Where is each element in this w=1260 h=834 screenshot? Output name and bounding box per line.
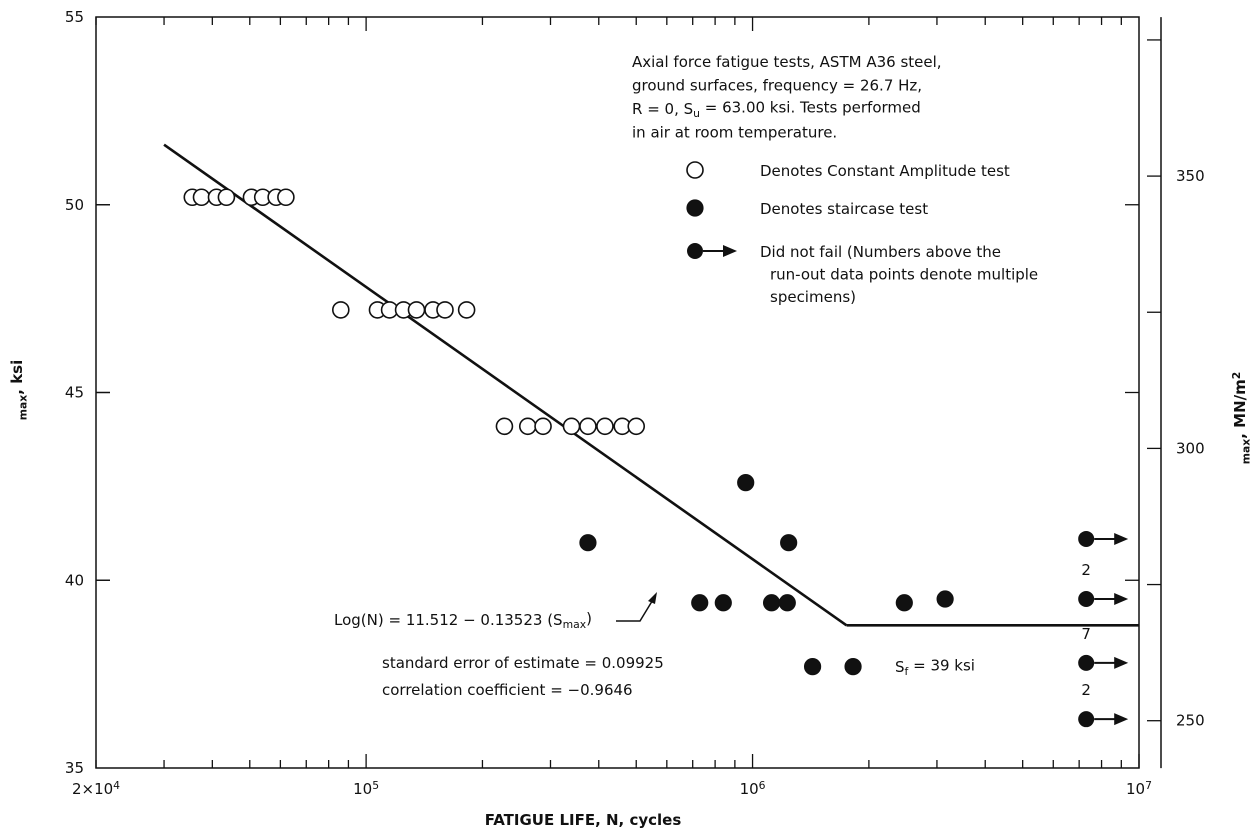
data-points: 2 7 2 xyxy=(183,188,1129,728)
legend-label: run-out data points denote multiple xyxy=(770,266,1038,284)
x-tick-label: 2×104 xyxy=(72,779,120,798)
note-line: in air at room temperature. xyxy=(632,124,837,142)
staircase-point xyxy=(737,474,755,492)
staircase-point xyxy=(762,594,781,612)
constant-amplitude-point xyxy=(596,417,614,436)
note-line: R = 0, Su = 63.00 ksi. Tests performed xyxy=(632,99,921,121)
constant-amplitude-point xyxy=(331,301,350,319)
runout-point xyxy=(1078,530,1129,547)
constant-amplitude-point xyxy=(495,417,514,436)
staircase-point xyxy=(895,594,913,612)
staircase-point xyxy=(714,594,732,612)
legend-open-circle-marker xyxy=(686,161,704,179)
runout-marker xyxy=(1078,711,1095,728)
runout-specimen-count: 2 xyxy=(1081,681,1091,699)
fit-line xyxy=(163,143,1139,627)
note-line: ground surfaces, frequency = 26.7 Hz, xyxy=(632,77,922,95)
test-conditions-note: Axial force fatigue tests, ASTM A36 stee… xyxy=(632,53,942,142)
constant-amplitude-point xyxy=(277,188,295,207)
right-axis: 250 300 350 xyxy=(1147,17,1205,769)
runout-arrowhead xyxy=(1114,713,1129,726)
runout-point xyxy=(1078,711,1129,728)
legend-runout-marker xyxy=(687,243,737,259)
y-tick-label: 35 xyxy=(65,759,84,777)
staircase-point xyxy=(691,594,709,612)
runout-specimen-count: 2 xyxy=(1081,561,1091,579)
legend-label: Denotes staircase test xyxy=(760,200,928,218)
correlation-coefficient: correlation coefficient = −0.9646 xyxy=(382,681,633,699)
constant-amplitude-point xyxy=(436,301,454,319)
right-axis-tick-label: 250 xyxy=(1176,712,1205,730)
x-axis-label: FATIGUE LIFE, N, cycles xyxy=(485,811,682,829)
legend-label: Did not fail (Numbers above the xyxy=(760,243,1001,261)
constant-amplitude-point xyxy=(579,417,597,436)
constant-amplitude-point xyxy=(518,417,537,436)
constant-amplitude-point xyxy=(192,188,211,207)
constant-amplitude-point xyxy=(217,188,236,207)
legend-label: specimens) xyxy=(770,288,856,306)
legend-label: Denotes Constant Amplitude test xyxy=(760,162,1010,180)
runout-arrowhead xyxy=(1114,532,1129,545)
runout-arrowhead xyxy=(1114,593,1129,606)
legend-filled-circle-marker xyxy=(686,199,704,217)
staircase-point xyxy=(936,590,954,608)
x-tick-label: 105 xyxy=(353,779,379,798)
fit-line-sloped xyxy=(163,143,848,627)
runout-specimen-count: 7 xyxy=(1081,625,1091,643)
staircase-point xyxy=(803,658,822,676)
y-tick-label: 55 xyxy=(65,8,84,26)
y-axis: 35 40 45 50 55 xyxy=(65,8,1139,777)
staircase-point xyxy=(579,534,597,552)
runout-point xyxy=(1078,654,1129,671)
runout-marker xyxy=(1078,591,1095,608)
equation-leader xyxy=(616,597,655,622)
y-tick-label: 50 xyxy=(65,196,84,214)
endurance-limit-label: Sf = 39 ksi xyxy=(895,657,975,679)
constant-amplitude-point xyxy=(457,301,476,319)
standard-error: standard error of estimate = 0.09925 xyxy=(382,654,664,672)
legend: Denotes Constant Amplitude test Denotes s… xyxy=(686,161,1038,306)
x-axis: 2×104 105 106 107 xyxy=(72,17,1152,798)
staircase-point xyxy=(780,534,798,552)
note-line: Axial force fatigue tests, ASTM A36 stee… xyxy=(632,53,942,71)
y-tick-label: 45 xyxy=(65,384,84,402)
runout-point xyxy=(1078,591,1129,608)
x-tick-label: 107 xyxy=(1126,779,1152,798)
y-tick-label: 40 xyxy=(65,571,84,589)
y-axis-label: max, ksi xyxy=(8,360,30,420)
runout-arrowhead xyxy=(723,245,737,257)
right-axis-label: max, MN/m2 xyxy=(1230,372,1252,465)
right-axis-tick-label: 350 xyxy=(1176,167,1205,185)
constant-amplitude-point xyxy=(534,417,552,436)
equation-arrowhead xyxy=(648,592,657,604)
runout-marker xyxy=(687,243,703,259)
regression-equation: Log(N) = 11.512 − 0.13523 (Smax) xyxy=(334,610,592,632)
staircase-point xyxy=(844,658,862,676)
constant-amplitude-point xyxy=(627,417,646,436)
runout-arrowhead xyxy=(1114,656,1129,669)
runout-marker xyxy=(1078,530,1095,547)
right-axis-tick-label: 300 xyxy=(1176,439,1205,457)
staircase-point xyxy=(778,594,796,612)
runout-marker xyxy=(1078,654,1095,671)
constant-amplitude-point xyxy=(407,301,426,319)
x-tick-label: 106 xyxy=(740,779,766,798)
constant-amplitude-point xyxy=(562,417,581,436)
